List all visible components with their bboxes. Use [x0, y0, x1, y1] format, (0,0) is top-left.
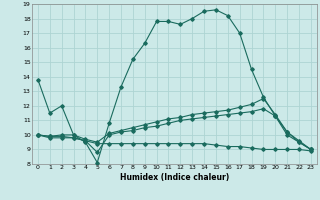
X-axis label: Humidex (Indice chaleur): Humidex (Indice chaleur): [120, 173, 229, 182]
